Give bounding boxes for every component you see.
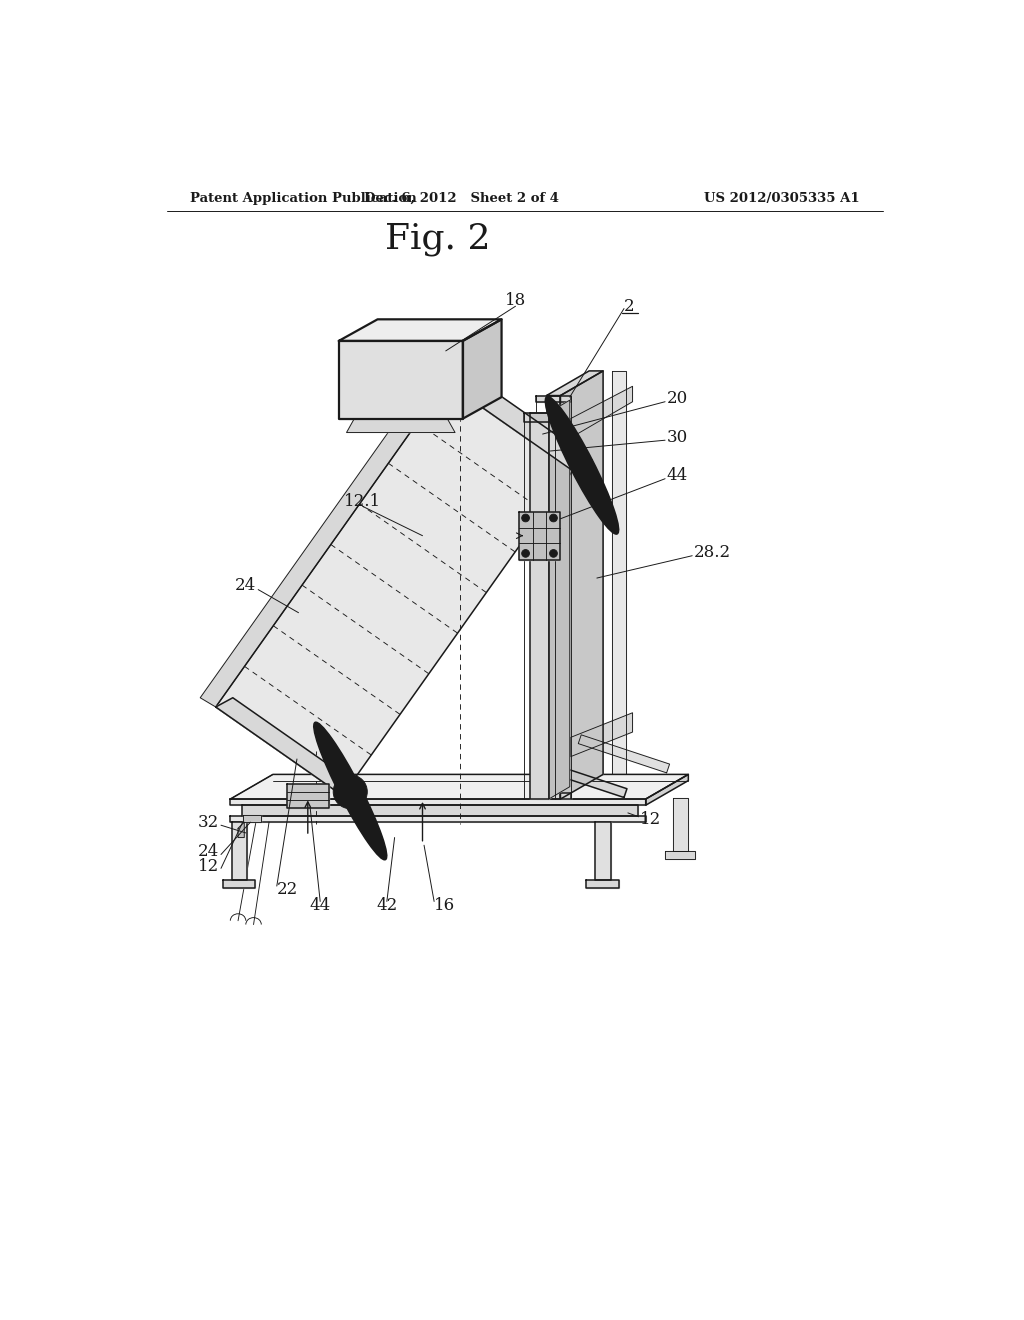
Text: 24: 24 [234,577,256,594]
Text: 12: 12 [199,858,219,875]
Polygon shape [570,713,633,756]
Polygon shape [536,793,570,799]
Text: 12: 12 [640,810,660,828]
Polygon shape [238,822,245,837]
Text: US 2012/0305335 A1: US 2012/0305335 A1 [703,191,859,205]
Polygon shape [519,512,560,560]
Text: 22: 22 [276,882,298,899]
Ellipse shape [313,722,387,859]
Text: 12.1: 12.1 [343,492,381,510]
Polygon shape [547,396,560,799]
Text: Patent Application Publication: Patent Application Publication [190,191,417,205]
Text: 42: 42 [376,896,397,913]
Polygon shape [673,797,688,851]
Polygon shape [287,784,329,808]
Circle shape [521,549,529,557]
Polygon shape [570,387,633,438]
Text: 32: 32 [199,813,219,830]
Polygon shape [230,799,646,805]
Polygon shape [536,759,627,797]
Polygon shape [339,319,502,341]
Polygon shape [463,319,502,418]
Polygon shape [579,735,670,774]
Polygon shape [242,805,638,816]
Polygon shape [201,372,445,708]
Text: 2: 2 [624,298,635,314]
Circle shape [550,549,557,557]
Text: 20: 20 [667,391,688,407]
Polygon shape [560,371,603,799]
Text: 28.2: 28.2 [693,544,731,561]
Circle shape [333,775,368,809]
Polygon shape [547,371,603,396]
Text: 30: 30 [667,429,688,446]
Ellipse shape [546,396,618,535]
Polygon shape [612,371,627,775]
Text: 44: 44 [309,896,331,913]
Circle shape [342,784,358,800]
Text: 16: 16 [434,896,456,913]
Polygon shape [595,822,611,880]
Text: Fig. 2: Fig. 2 [385,222,490,256]
Polygon shape [646,775,688,805]
Polygon shape [243,816,261,822]
Polygon shape [346,418,455,433]
Polygon shape [665,851,694,859]
Text: Dec. 6, 2012   Sheet 2 of 4: Dec. 6, 2012 Sheet 2 of 4 [364,191,559,205]
Polygon shape [216,381,572,796]
Circle shape [550,513,557,521]
Polygon shape [230,816,646,822]
Text: 24: 24 [199,843,219,859]
Circle shape [521,513,529,521]
Polygon shape [586,880,618,887]
Polygon shape [530,412,549,799]
Polygon shape [222,880,255,887]
Polygon shape [445,371,592,471]
Text: 18: 18 [505,292,526,309]
Polygon shape [339,341,463,418]
Polygon shape [231,822,248,880]
Polygon shape [536,396,570,401]
Polygon shape [230,775,688,799]
Polygon shape [524,412,555,422]
Polygon shape [549,400,569,799]
Text: 44: 44 [667,467,688,484]
Polygon shape [216,698,359,796]
